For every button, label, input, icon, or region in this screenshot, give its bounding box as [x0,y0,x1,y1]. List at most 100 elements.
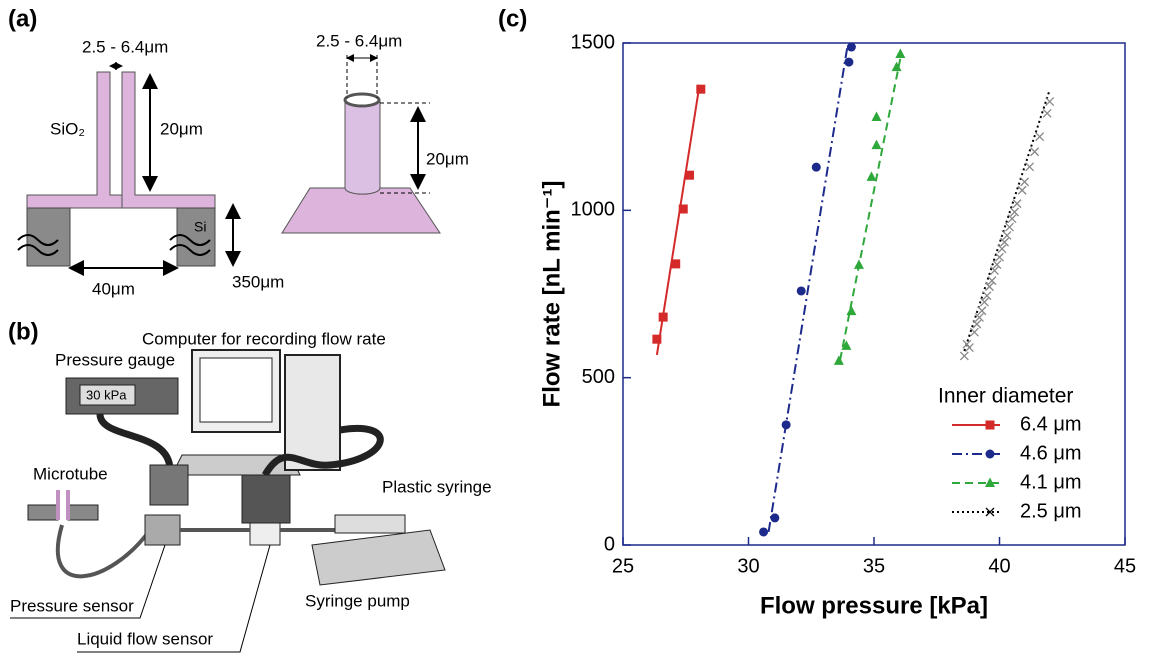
data-point [844,57,854,67]
legend-marker [985,420,995,430]
data-point [759,527,769,537]
data-point [974,312,984,322]
y-axis-label: Flow rate [nL min⁻¹] [538,181,565,408]
data-point [871,139,882,150]
data-point [696,84,706,94]
legend-marker [985,449,995,459]
label: Pressure sensor [10,596,134,615]
label: 2.5 - 6.4μm [82,37,168,56]
data-point [846,305,857,316]
tube-right-wall [121,71,216,209]
data-point [671,259,681,269]
label: 20μm [426,149,469,168]
panel-label: (b) [8,318,39,345]
y-tick-label: 1500 [571,31,616,53]
label: Plastic syringe [382,477,492,496]
label: Microtube [33,464,108,483]
data-point [658,312,668,322]
data-point [1030,147,1040,157]
pump [311,529,446,586]
y-tick-label: 0 [604,533,615,555]
label: Pressure gauge [55,350,175,369]
microtube [56,490,70,520]
leader-lines [10,544,271,653]
data-point [1005,222,1014,232]
data-point [985,282,994,292]
data-point [979,297,989,307]
cable [261,425,384,477]
data-point [891,61,902,72]
data-point [990,266,999,276]
data-point [997,244,1007,254]
guides [346,55,430,194]
cable [96,413,174,471]
panel-b: (b) Computer for recording flow rate Pre… [8,318,492,653]
data-point [895,48,906,59]
tube-top [343,92,381,108]
label: 20μm [160,119,203,138]
data-point [982,291,992,301]
legend-label: 6.4 μm [1020,413,1082,435]
panel-label: (c) [498,5,527,32]
data-point [1042,108,1052,118]
data-point [969,327,979,337]
data-point [1035,132,1045,142]
label: 30 kPa [86,387,127,402]
data-point [995,252,1004,262]
data-point [796,286,806,296]
y-tick-label: 500 [582,366,615,388]
x-tick-label: 40 [988,555,1010,577]
data-point [781,420,791,430]
flow-sensor [249,522,281,546]
label: Computer for recording flow rate [142,329,386,348]
tube-left-wall [26,71,216,209]
data-point [1007,214,1017,224]
microtube-holder [27,504,99,521]
label: Si [194,219,206,235]
data-point [678,204,688,214]
base-3d [281,187,441,234]
pressure-sensor [144,514,181,546]
data-point [1017,185,1027,195]
data-point [959,351,969,361]
data-point [871,111,882,121]
legend-marker [985,477,995,487]
data-point [1020,177,1030,187]
data-point [1000,237,1009,247]
label: Liquid flow sensor [77,629,213,648]
data-point [992,260,1002,270]
data-point [964,343,974,353]
data-point [972,319,982,329]
data-point [833,355,844,365]
panel-a: (a) 2.5 - 6.4μm SiO₂ 20μm Si 40μm 350μm … [8,5,469,298]
data-point [1012,199,1022,209]
fit-line [963,89,1051,352]
label: 350μm [232,272,284,291]
fit-line [655,84,701,356]
break-marks [17,234,211,256]
syringe [334,514,406,534]
tube-3d [344,99,381,195]
data-point [846,42,856,52]
label: 40μm [92,279,135,298]
data-point [866,171,877,181]
y-tick-label: 1000 [571,199,616,221]
label: Syringe pump [305,591,410,610]
legend-label: 4.1 μm [1020,471,1082,493]
tower [284,354,341,471]
tubing [55,524,152,579]
panel-label: (a) [8,5,37,32]
label: 2.5 - 6.4μm [316,31,402,50]
legend-marker [985,507,995,517]
x-tick-label: 35 [863,555,885,577]
data-point [1025,162,1035,172]
data-point [987,276,997,286]
pressure-sensor-top [149,464,189,506]
data-point [1002,230,1012,240]
gauge-display [79,384,136,406]
data-point [685,170,695,180]
legend-label: 4.6 μm [1020,442,1082,464]
x-tick-label: 25 [612,555,634,577]
